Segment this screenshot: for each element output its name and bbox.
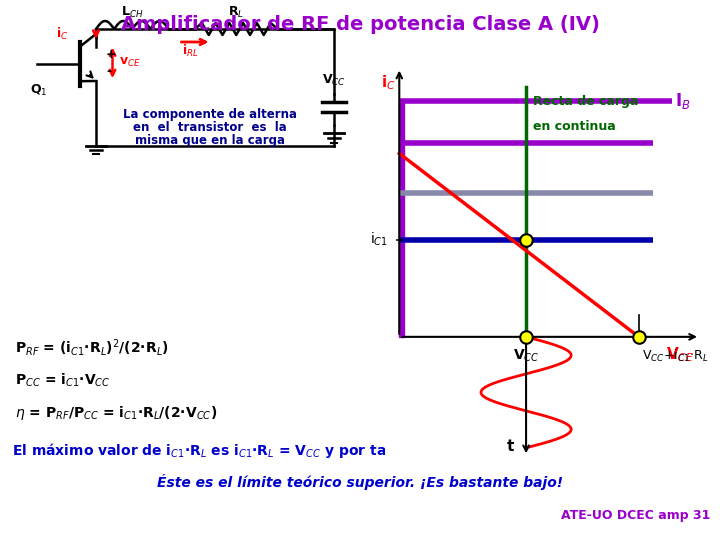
Text: R$_L$: R$_L$ xyxy=(228,5,244,20)
Text: V$_{CC}$: V$_{CC}$ xyxy=(322,72,346,87)
Text: en continua: en continua xyxy=(533,120,616,133)
Text: i$_C$: i$_C$ xyxy=(381,73,395,92)
Text: i$_{C1}$: i$_{C1}$ xyxy=(370,231,388,248)
Text: L$_{CH}$: L$_{CH}$ xyxy=(121,5,143,20)
Text: $\eta$ = P$_{RF}$/P$_{CC}$ = i$_{C1}$·R$_L$/(2·V$_{CC}$): $\eta$ = P$_{RF}$/P$_{CC}$ = i$_{C1}$·R$… xyxy=(15,404,217,422)
Text: El máximo valor de i$_{C1}$·R$_L$ es i$_{C1}$·R$_L$ = V$_{CC}$ y por tanto  $\et: El máximo valor de i$_{C1}$·R$_L$ es i$_… xyxy=(12,441,557,460)
Text: t: t xyxy=(506,438,514,454)
Text: P$_{RF}$ = (i$_{C1}$·R$_L$)$^2$/(2·R$_L$): P$_{RF}$ = (i$_{C1}$·R$_L$)$^2$/(2·R$_L$… xyxy=(15,336,169,357)
Text: en  el  transistor  es  la: en el transistor es la xyxy=(133,122,287,134)
Text: Q$_1$: Q$_1$ xyxy=(30,83,48,98)
Text: I$_B$: I$_B$ xyxy=(675,91,690,111)
Text: P$_{CC}$ = i$_{C1}$·V$_{CC}$: P$_{CC}$ = i$_{C1}$·V$_{CC}$ xyxy=(15,372,111,389)
Text: V$_{CC}$+i$_{C1}$·R$_L$: V$_{CC}$+i$_{C1}$·R$_L$ xyxy=(642,348,708,364)
Text: ATE-UO DCEC amp 31: ATE-UO DCEC amp 31 xyxy=(561,509,710,522)
Text: i$_C$: i$_C$ xyxy=(56,26,69,42)
Text: V$_{CE}$: V$_{CE}$ xyxy=(665,345,693,364)
Text: V$_{CC}$: V$_{CC}$ xyxy=(513,348,539,364)
Text: v$_{CE}$: v$_{CE}$ xyxy=(119,56,141,69)
Text: Éste es el límite teórico superior. ¡Es bastante bajo!: Éste es el límite teórico superior. ¡Es … xyxy=(157,474,563,490)
Text: i$_{RL}$: i$_{RL}$ xyxy=(181,43,199,59)
Text: +: + xyxy=(106,48,117,60)
Text: -: - xyxy=(106,65,111,78)
Text: La componente de alterna: La componente de alterna xyxy=(123,109,297,122)
Text: Amplificador de RF de potencia Clase A (IV): Amplificador de RF de potencia Clase A (… xyxy=(120,15,600,34)
Text: Recta de carga: Recta de carga xyxy=(533,96,639,109)
Text: misma que en la carga: misma que en la carga xyxy=(135,134,285,147)
